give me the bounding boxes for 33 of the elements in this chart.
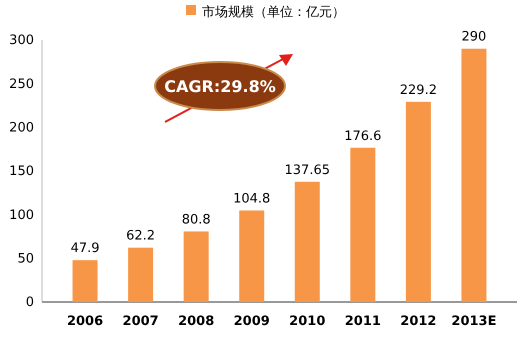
y-tick-label: 50: [17, 251, 34, 266]
x-tick-label: 2013E: [451, 314, 496, 330]
data-label: 47.9: [70, 241, 100, 256]
data-label: 104.8: [233, 191, 270, 206]
bar: [350, 148, 376, 302]
legend-label: 市场规模（单位：亿元）: [202, 5, 345, 20]
x-tick-label: 2009: [234, 314, 270, 330]
y-tick-label: 100: [9, 208, 34, 223]
x-tick-label: 2007: [122, 314, 159, 330]
bar: [406, 102, 431, 302]
bar: [461, 48, 486, 302]
bar: [72, 260, 98, 302]
x-tick-label: 2012: [400, 314, 436, 330]
y-tick-label: 200: [9, 120, 34, 136]
bar: [239, 210, 264, 302]
y-tick-label: 0: [26, 295, 34, 310]
bar: [184, 231, 209, 302]
data-label: 137.65: [284, 162, 330, 178]
data-label: 229.2: [400, 82, 437, 98]
bar: [128, 248, 154, 302]
y-tick-label: 250: [9, 76, 34, 92]
x-tick-label: 2008: [178, 314, 214, 330]
data-label: 62.2: [126, 228, 156, 244]
y-tick-label: 150: [9, 164, 34, 180]
bar: [294, 182, 320, 302]
annotation: CAGR:29.8%: [164, 77, 276, 96]
y-tick-label: 300: [9, 33, 34, 48]
data-label: 290: [462, 30, 486, 45]
x-tick-label: 2006: [66, 314, 104, 330]
data-label: 80.8: [182, 212, 211, 228]
data-label: 176.6: [344, 128, 382, 144]
x-tick-label: 2011: [344, 314, 381, 330]
x-tick-label: 2010: [289, 314, 326, 330]
